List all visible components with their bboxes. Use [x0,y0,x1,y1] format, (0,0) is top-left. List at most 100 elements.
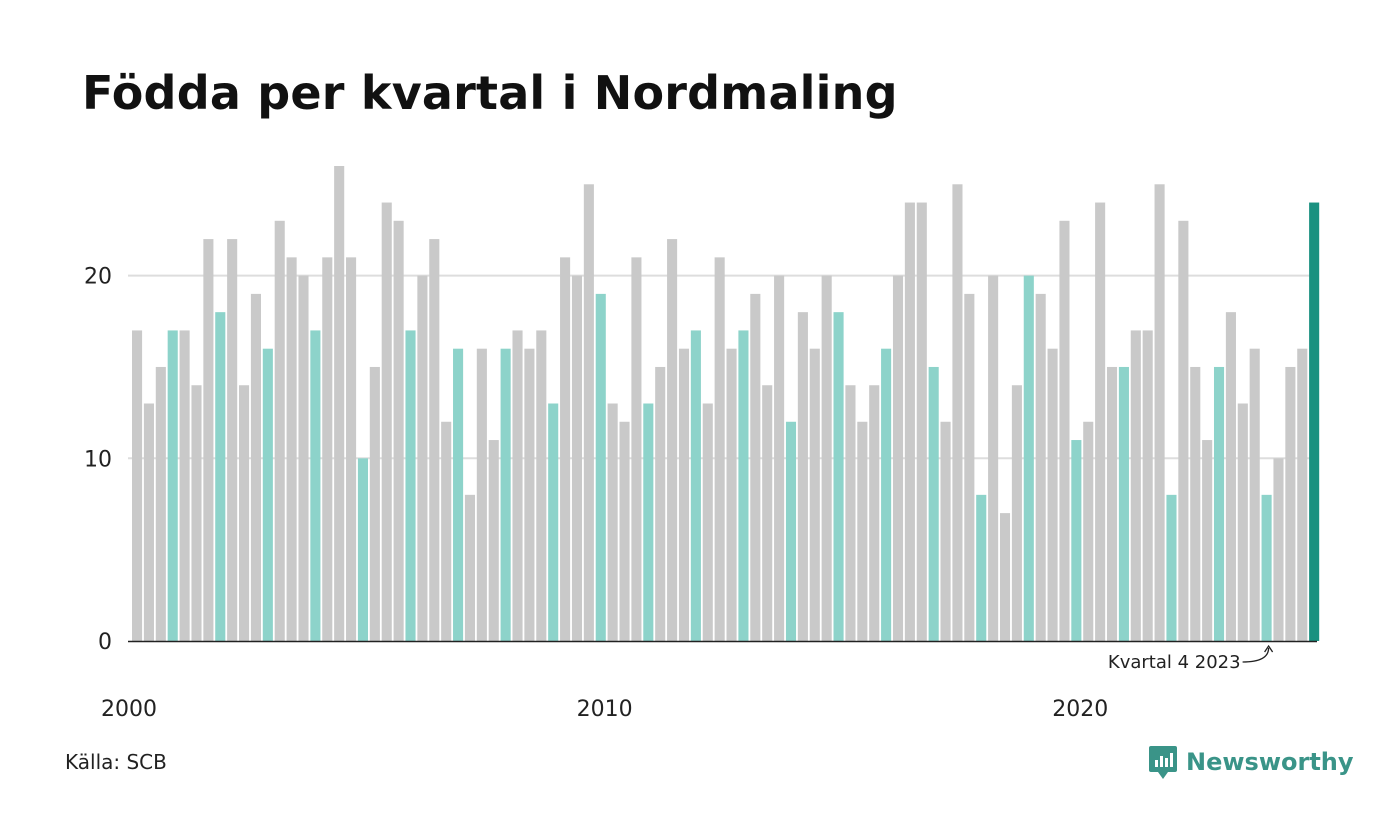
bar [916,202,927,642]
bar [1237,403,1248,641]
bar [904,202,915,642]
bar [1166,494,1177,641]
bar [417,275,428,641]
bar [1023,275,1034,641]
newsworthy-logo-icon [1149,746,1177,779]
x-tick-label: 2020 [1052,697,1108,722]
bar [191,385,202,641]
bar [369,366,380,641]
bar [1273,458,1284,641]
bar [869,385,880,641]
bar [892,275,904,641]
bar [1297,348,1308,641]
bar [286,257,297,641]
bar [346,257,357,641]
bars [132,166,1320,642]
bar [1225,312,1236,641]
bar [809,348,820,641]
bar [322,257,333,641]
bar [738,330,749,641]
bar [1071,440,1082,641]
bar [1213,366,1225,641]
bar [381,202,392,642]
bar [143,403,154,641]
source-note: Källa: SCB [65,750,167,774]
bar [631,257,642,641]
bar [167,330,178,641]
bar [999,513,1011,641]
bar [797,312,808,641]
bar [857,421,868,641]
bar [833,312,844,641]
bar [976,494,987,641]
bar [964,293,975,641]
bar [215,312,226,641]
bar [262,348,273,641]
bar [155,366,166,641]
bar [678,348,690,641]
annotation: Kvartal 4 2023 [1108,644,1274,673]
bar [607,403,618,641]
bar [548,403,559,641]
bar [1190,366,1201,641]
bar [643,403,654,641]
bar [750,293,761,641]
bar [1095,202,1106,642]
bar [1083,421,1094,641]
annotation-arrow [1242,647,1270,663]
bar [1106,366,1118,641]
bar [774,275,785,641]
bar [1130,330,1141,641]
bar [690,330,701,641]
bar [1154,184,1165,641]
bar [429,239,440,642]
bar [310,330,321,641]
x-tick-label: 2000 [101,697,157,722]
bar [1249,348,1260,641]
annotation-arrowhead [1264,644,1274,653]
bar [952,184,963,641]
bar [1142,330,1153,641]
bar [203,239,214,642]
bar [595,293,606,641]
chart-title: Födda per kvartal i Nordmaling [82,66,898,120]
bar [583,184,594,641]
x-tick-label: 2010 [577,697,633,722]
bar [1035,293,1046,641]
bar [619,421,630,641]
bar [536,330,547,641]
y-tick-label: 10 [84,447,112,472]
bar [560,257,571,641]
bar [714,257,725,641]
bar [1309,202,1320,642]
bar [227,239,238,642]
bar [845,385,856,641]
bar [988,275,999,641]
bar [821,275,832,641]
bar [702,403,713,641]
bar [453,348,464,641]
bar [1047,348,1058,641]
axes: 0 10 20 2000 2010 2020 [84,265,1317,722]
bar [1261,494,1272,641]
bar [928,366,939,641]
bar [393,220,404,642]
bar [500,348,511,641]
bar [1059,220,1070,642]
annotation-label: Kvartal 4 2023 [1108,652,1241,673]
bar [667,239,678,642]
bar [655,366,666,641]
bar [1178,220,1189,642]
bar [762,385,773,641]
bar [488,440,499,641]
bar [524,348,535,641]
bar [881,348,892,641]
bar [132,330,143,641]
bar [1118,366,1129,641]
bar [940,421,951,641]
bar [357,458,368,641]
y-tick-label: 0 [98,630,112,655]
bar [179,330,190,641]
brand-logo: Newsworthy [1148,744,1354,780]
